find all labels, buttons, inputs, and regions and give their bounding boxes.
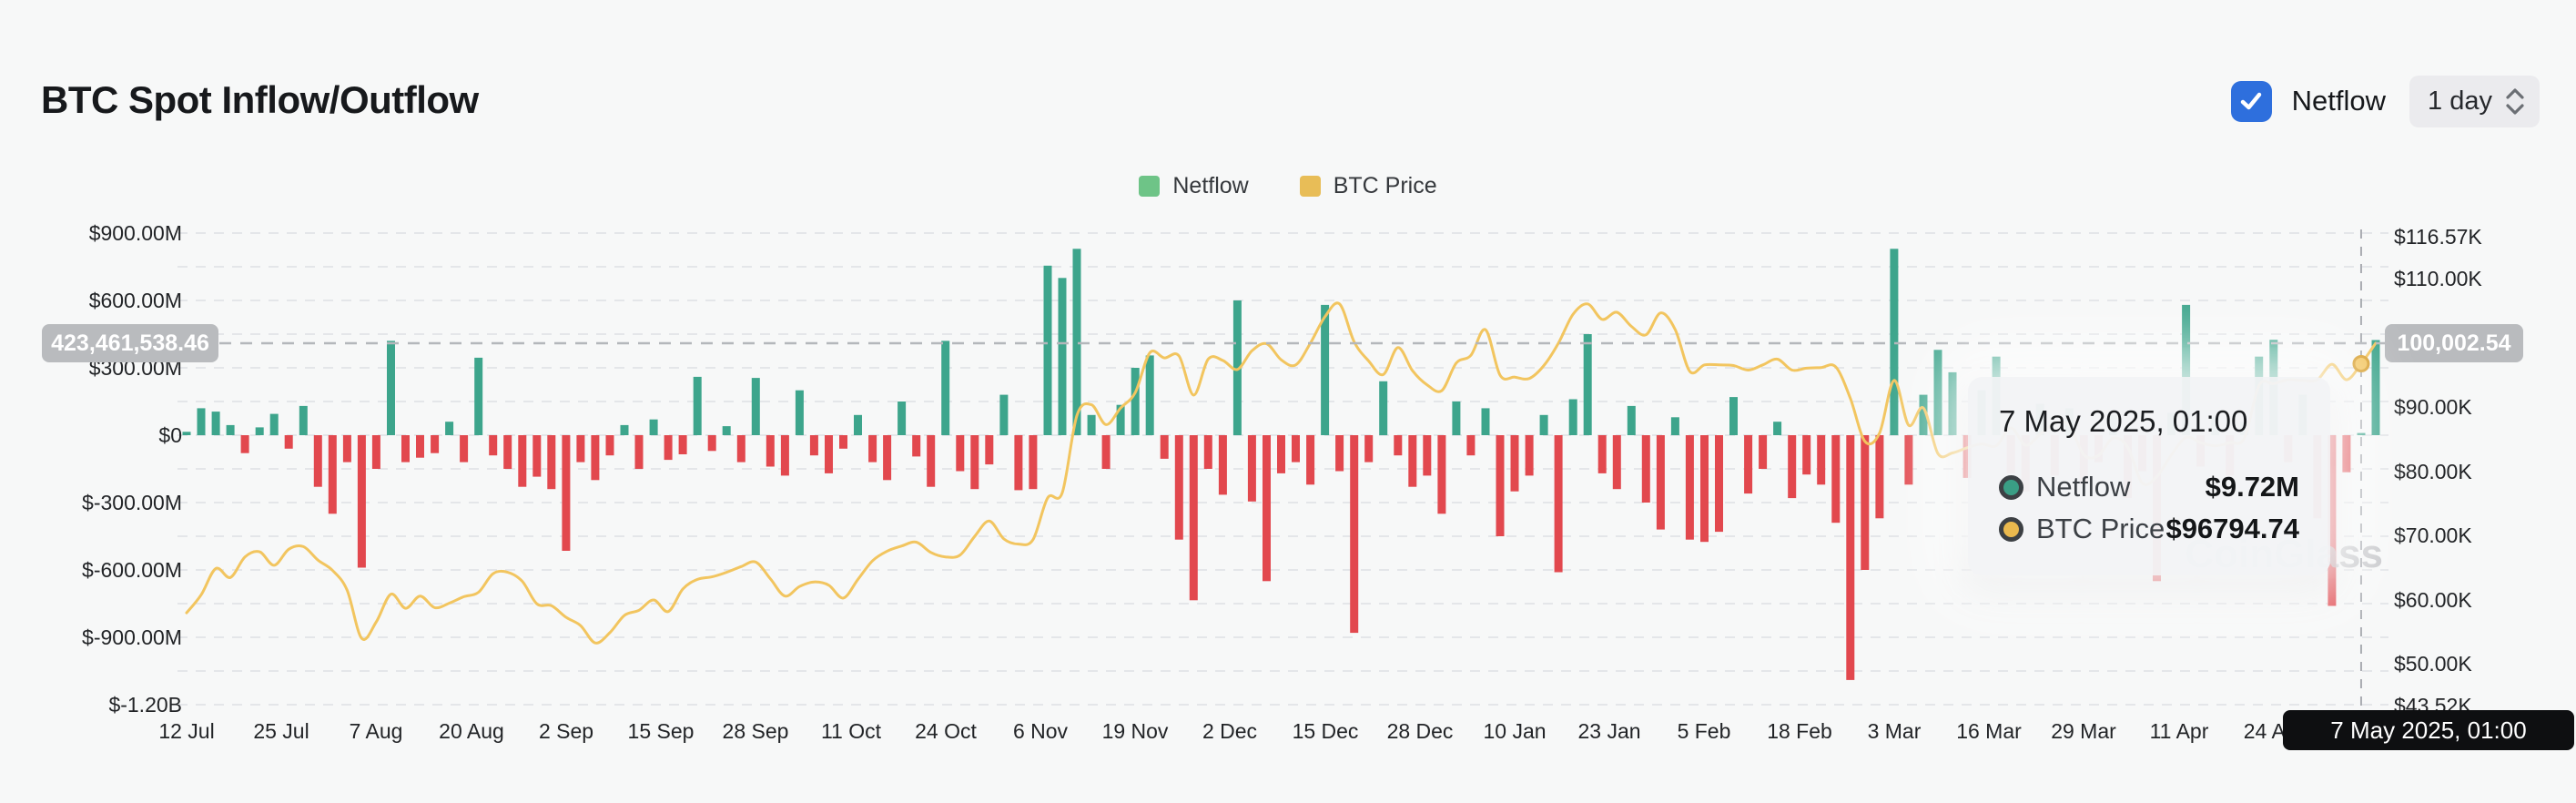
y-left-tick-label: $-300.00M: [82, 491, 182, 514]
x-tick-label: 23 Jan: [1577, 719, 1641, 743]
tooltip-price-value: $96794.74: [2165, 513, 2299, 544]
netflow-checkbox[interactable]: [2230, 80, 2272, 122]
x-tick-label: 28 Sep: [722, 719, 789, 743]
y-left-tick-label: $-600.00M: [82, 558, 182, 582]
hover-point-dot: [2352, 355, 2370, 372]
x-tick-label: 15 Sep: [627, 719, 695, 743]
y-right-tick-label: $110.00K: [2394, 267, 2482, 290]
netflow-marker-icon: [1999, 474, 2023, 500]
legend-item-netflow[interactable]: Netflow: [1139, 172, 1249, 199]
y-left-tick-label: $-1.20B: [108, 693, 182, 717]
x-tick-label: 6 Nov: [1012, 719, 1069, 743]
x-tick-label: 15 Dec: [1292, 719, 1359, 743]
tooltip-netflow-label: Netflow: [2036, 471, 2131, 503]
x-tick-label: 19 Nov: [1101, 719, 1169, 743]
netflow-checkbox-label[interactable]: Netflow: [2291, 85, 2387, 117]
x-tick-label: 25 Jul: [253, 719, 309, 743]
y-right-tick-label: $90.00K: [2394, 395, 2472, 419]
y-left-tick-label: $600.00M: [88, 289, 182, 312]
y-left-tick-label: $-900.00M: [82, 625, 182, 649]
x-tick-label: 10 Jan: [1483, 719, 1547, 743]
tooltip-price-label: BTC Price: [2036, 513, 2165, 544]
x-tick-label: 18 Feb: [1767, 719, 1832, 743]
tooltip-date: 7 May 2025, 01:00: [1999, 404, 2248, 438]
tooltip-row-price: BTC Price $96794.74: [1999, 508, 2299, 550]
y-right-tick-label: $60.00K: [2394, 588, 2472, 612]
y-right-tick-label: $50.00K: [2394, 652, 2472, 676]
chart-legend: Netflow BTC Price: [0, 166, 2576, 206]
x-tick-label: 24 Oct: [915, 719, 977, 743]
x-tick-label: 28 Dec: [1386, 719, 1454, 743]
interval-select-value: 1 day: [2428, 86, 2492, 116]
x-tick-label: 11 Oct: [820, 719, 882, 743]
y-right-tick-label: $116.57K: [2394, 225, 2482, 249]
header: BTC Spot Inflow/Outflow Netflow 1 day: [0, 0, 2576, 146]
y-right-tick-label: $70.00K: [2394, 523, 2472, 547]
y-left-tick-label: $0: [158, 423, 182, 447]
legend-btc-price-label: BTC Price: [1333, 172, 1437, 198]
btc-price-swatch-icon: [1299, 175, 1321, 197]
x-tick-label: 16 Mar: [1956, 719, 2022, 743]
legend-netflow-label: Netflow: [1172, 172, 1249, 198]
y-left-tick-label: $900.00M: [88, 221, 182, 245]
page-title: BTC Spot Inflow/Outflow: [41, 78, 479, 121]
netflow-bars: [182, 249, 2380, 680]
x-tick-label: 11 Apr: [2149, 719, 2209, 743]
tooltip-netflow-value: $9.72M: [2205, 471, 2299, 503]
btc-price-marker-icon: [1999, 516, 2023, 542]
legend-item-btc-price[interactable]: BTC Price: [1299, 172, 1437, 199]
last-netflow-badge: 423,461,538.46: [42, 324, 218, 362]
check-icon: [2240, 92, 2262, 110]
interval-select[interactable]: 1 day: [2409, 75, 2540, 127]
x-tick-label: 20 Aug: [439, 719, 504, 743]
x-tick-label: 3 Mar: [1867, 719, 1922, 743]
y-right-tick-label: $80.00K: [2394, 460, 2472, 483]
tooltip-row-netflow: Netflow $9.72M: [1999, 466, 2299, 508]
hover-tooltip: 7 May 2025, 01:00 Netflow $9.72M BTC Pri…: [1968, 377, 2330, 575]
x-tick-label: 2 Sep: [538, 719, 594, 743]
x-tick-label: 29 Mar: [2051, 719, 2116, 743]
last-price-badge: 100,002.54: [2385, 324, 2523, 362]
netflow-swatch-icon: [1139, 175, 1161, 197]
x-tick-label: 5 Feb: [1677, 719, 1731, 743]
x-tick-label: 12 Jul: [158, 719, 215, 743]
select-chevrons-icon: [2505, 87, 2525, 115]
crosshair-date-label: 7 May 2025, 01:00: [2283, 710, 2574, 750]
header-controls: Netflow 1 day: [2230, 75, 2540, 127]
x-tick-label: 7 Aug: [349, 719, 403, 743]
x-tick-label: 2 Dec: [1202, 719, 1258, 743]
